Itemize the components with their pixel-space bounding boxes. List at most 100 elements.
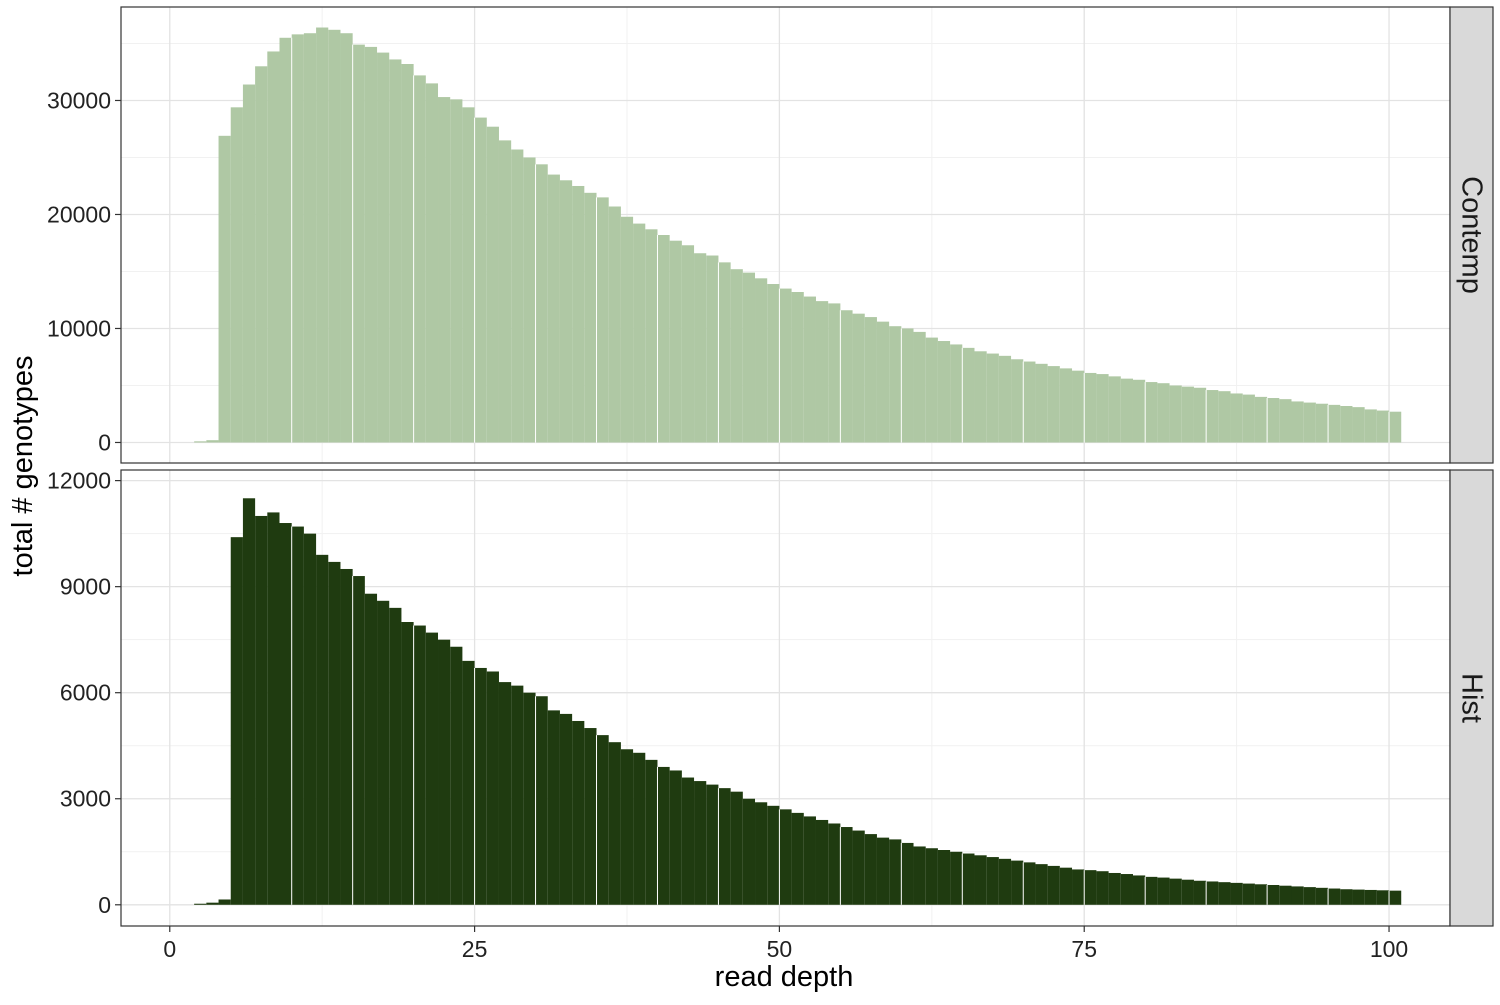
- bar-contemp-64: [950, 344, 963, 443]
- bar-contemp-11: [303, 33, 317, 443]
- bar-hist-98: [1364, 889, 1377, 905]
- bar-contemp-62: [925, 337, 938, 443]
- x-axis: 0 25 50 75 100: [163, 926, 1408, 962]
- bar-hist-89: [1254, 884, 1268, 905]
- bar-contemp-8: [267, 51, 280, 443]
- bar-contemp-89: [1254, 396, 1268, 443]
- bar-contemp-33: [572, 185, 585, 443]
- bar-contemp-6: [242, 84, 256, 443]
- bar-hist-80: [1145, 876, 1158, 905]
- bar-hist-47: [742, 798, 756, 905]
- bar-contemp-2: [194, 441, 207, 443]
- bar-hist-82: [1169, 878, 1182, 905]
- bar-hist-67: [986, 857, 999, 905]
- bar-hist-49: [767, 805, 780, 905]
- bar-hist-95: [1328, 888, 1341, 905]
- bar-hist-14: [340, 568, 353, 905]
- bar-contemp-32: [559, 180, 573, 443]
- y-tick-label-3000: 3000: [60, 786, 111, 812]
- bar-contemp-44: [706, 255, 719, 443]
- bar-hist-90: [1267, 884, 1280, 905]
- bar-hist-61: [913, 846, 926, 905]
- bar-contemp-40: [657, 235, 670, 443]
- bar-hist-15: [352, 576, 365, 905]
- bar-contemp-63: [937, 341, 951, 443]
- bar-contemp-43: [694, 253, 707, 443]
- bar-hist-26: [486, 671, 499, 905]
- panel-contemp: 0 10000 20000 30000 Contemp: [47, 6, 1494, 464]
- bar-contemp-24: [462, 107, 475, 443]
- x-tick-label-0: 0: [163, 936, 176, 962]
- bar-hist-64: [950, 851, 963, 905]
- bar-contemp-90: [1267, 398, 1280, 443]
- bar-contemp-56: [852, 313, 865, 443]
- bar-contemp-4: [218, 135, 231, 443]
- bar-hist-19: [401, 622, 414, 905]
- bar-contemp-78: [1120, 378, 1133, 443]
- bar-contemp-79: [1132, 379, 1146, 443]
- bar-hist-24: [462, 660, 475, 905]
- bar-hist-12: [316, 554, 329, 905]
- bar-contemp-34: [584, 192, 597, 443]
- bar-contemp-86: [1218, 391, 1231, 443]
- bar-contemp-100: [1389, 411, 1402, 443]
- bar-contemp-58: [876, 321, 890, 443]
- bar-contemp-72: [1047, 366, 1060, 443]
- bar-hist-29: [523, 692, 536, 905]
- bar-hist-96: [1340, 889, 1353, 905]
- x-tick-label-25: 25: [462, 936, 488, 962]
- bar-hist-62: [925, 848, 938, 905]
- bar-hist-2: [194, 903, 207, 905]
- bar-contemp-84: [1193, 387, 1207, 443]
- bar-hist-23: [450, 646, 463, 905]
- bar-hist-72: [1047, 865, 1060, 905]
- y-tick-label-20000: 20000: [47, 201, 111, 227]
- bar-contemp-27: [498, 140, 512, 443]
- bar-contemp-61: [913, 331, 926, 443]
- bar-contemp-93: [1303, 402, 1316, 443]
- bar-contemp-23: [450, 99, 463, 443]
- bar-hist-51: [791, 812, 804, 905]
- bar-hist-46: [730, 791, 743, 905]
- y-axis-title: total # genotypes: [7, 356, 39, 577]
- bar-hist-84: [1193, 880, 1207, 905]
- facet-label-contemp: Contemp: [1456, 176, 1488, 294]
- facet-strip-contemp: [1449, 6, 1494, 464]
- bar-contemp-82: [1169, 385, 1182, 443]
- bar-hist-20: [413, 625, 426, 905]
- bar-contemp-47: [742, 272, 756, 443]
- bar-contemp-76: [1096, 374, 1109, 443]
- bar-contemp-19: [401, 64, 414, 443]
- bar-hist-18: [389, 607, 402, 905]
- bar-contemp-69: [1011, 359, 1024, 443]
- bar-hist-43: [694, 781, 707, 905]
- bar-hist-44: [706, 784, 719, 905]
- bar-contemp-83: [1181, 386, 1194, 443]
- bar-hist-50: [779, 809, 792, 905]
- bar-hist-52: [803, 816, 816, 905]
- bar-hist-42: [681, 777, 695, 905]
- bar-contemp-51: [791, 292, 804, 443]
- x-tick-label-50: 50: [767, 936, 793, 962]
- bar-contemp-68: [998, 355, 1012, 443]
- bar-contemp-9: [279, 37, 292, 443]
- bar-hist-77: [1108, 872, 1121, 905]
- bar-contemp-95: [1328, 404, 1341, 443]
- bar-hist-11: [303, 533, 317, 905]
- bar-contemp-29: [523, 157, 536, 443]
- bar-contemp-15: [352, 44, 365, 443]
- bar-hist-97: [1352, 889, 1365, 905]
- x-axis-title: read depth: [715, 961, 854, 993]
- bar-hist-33: [572, 720, 585, 905]
- bar-contemp-17: [377, 52, 390, 443]
- bar-hist-4: [218, 899, 231, 905]
- facet-strip-hist: [1449, 469, 1494, 927]
- bar-hist-85: [1206, 881, 1219, 905]
- facet-label-hist: Hist: [1456, 673, 1488, 723]
- y-tick-label-6000: 6000: [60, 680, 111, 706]
- bar-contemp-22: [438, 97, 451, 443]
- bar-hist-8: [267, 512, 280, 905]
- bar-contemp-26: [486, 126, 499, 443]
